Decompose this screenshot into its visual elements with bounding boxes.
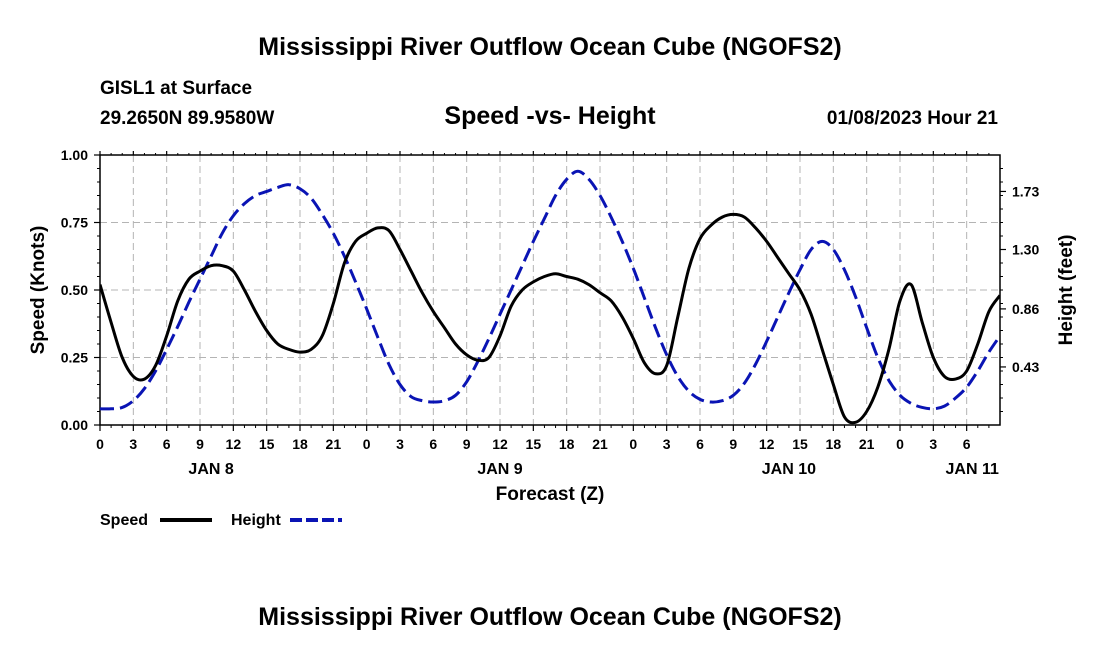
x-tick-label: 12 [226, 436, 242, 452]
series-lines [100, 169, 1000, 425]
y2-tick-label: 1.30 [1012, 242, 1039, 258]
x-tick-label: 15 [259, 436, 275, 452]
y2-axis-label: Height (feet) [1056, 235, 1077, 346]
x-tick-label: 9 [463, 436, 471, 452]
y-tick-label: 0.50 [61, 282, 88, 298]
x-tick-label: 9 [729, 436, 737, 452]
x-tick-label: 18 [292, 436, 308, 452]
x-tick-label: 21 [326, 436, 342, 452]
x-tick-label: 0 [96, 436, 104, 452]
y-tick-label: 0.00 [61, 417, 88, 433]
axis-ticks: 0 3 6 9 12 15 18 21 0 3 6 9 12 15 18 21 0 3 6 9 12 15 18 21 0 3 6 J… [61, 147, 1040, 478]
x-tick-label: 12 [759, 436, 775, 452]
legend-height-label: Height [231, 512, 281, 529]
x-tick-label: 9 [196, 436, 204, 452]
x-tick-label: 6 [696, 436, 704, 452]
y-tick-label: 0.25 [61, 350, 88, 366]
grid-lines [100, 155, 1000, 425]
x-axis-label: Forecast (Z) [496, 484, 605, 505]
x-tick-label: 0 [363, 436, 371, 452]
x-tick-label: 6 [429, 436, 437, 452]
y-axis-label: Speed (Knots) [28, 226, 49, 355]
x-tick-label: 18 [826, 436, 842, 452]
x-tick-label: 3 [129, 436, 137, 452]
legend: Speed Height [100, 512, 342, 529]
x-tick-label: 15 [792, 436, 808, 452]
day-label: JAN 10 [762, 461, 816, 478]
x-tick-label: 15 [526, 436, 542, 452]
y-tick-label: 1.00 [61, 147, 88, 163]
coordinates-label: 29.2650N 89.9580W [100, 108, 274, 129]
x-tick-label: 21 [859, 436, 875, 452]
datetime-label: 01/08/2023 Hour 21 [827, 108, 999, 129]
x-tick-label: 3 [396, 436, 404, 452]
x-tick-label: 6 [963, 436, 971, 452]
x-tick-label: 3 [929, 436, 937, 452]
x-tick-label: 18 [559, 436, 575, 452]
y2-tick-label: 1.73 [1012, 183, 1039, 199]
height-series-line [100, 169, 1000, 411]
x-tick-label: 0 [896, 436, 904, 452]
day-label: JAN 8 [188, 461, 233, 478]
day-label: JAN 11 [946, 461, 999, 478]
page-title: Mississippi River Outflow Ocean Cube (NG… [258, 33, 841, 61]
speed-series-line [100, 212, 1000, 425]
x-tick-label: 12 [492, 436, 508, 452]
y2-tick-label: 0.86 [1012, 301, 1039, 317]
x-tick-label: 6 [163, 436, 171, 452]
x-tick-label: 21 [592, 436, 608, 452]
x-tick-label: 0 [629, 436, 637, 452]
station-label: GISL1 at Surface [100, 78, 252, 99]
y2-tick-label: 0.43 [1012, 359, 1039, 375]
legend-speed-label: Speed [100, 512, 148, 529]
day-label: JAN 9 [477, 461, 522, 478]
chart-subtitle: Speed -vs- Height [444, 102, 656, 130]
x-tick-label: 3 [663, 436, 671, 452]
footer-title: Mississippi River Outflow Ocean Cube (NG… [258, 603, 841, 631]
y-tick-label: 0.75 [61, 215, 88, 231]
